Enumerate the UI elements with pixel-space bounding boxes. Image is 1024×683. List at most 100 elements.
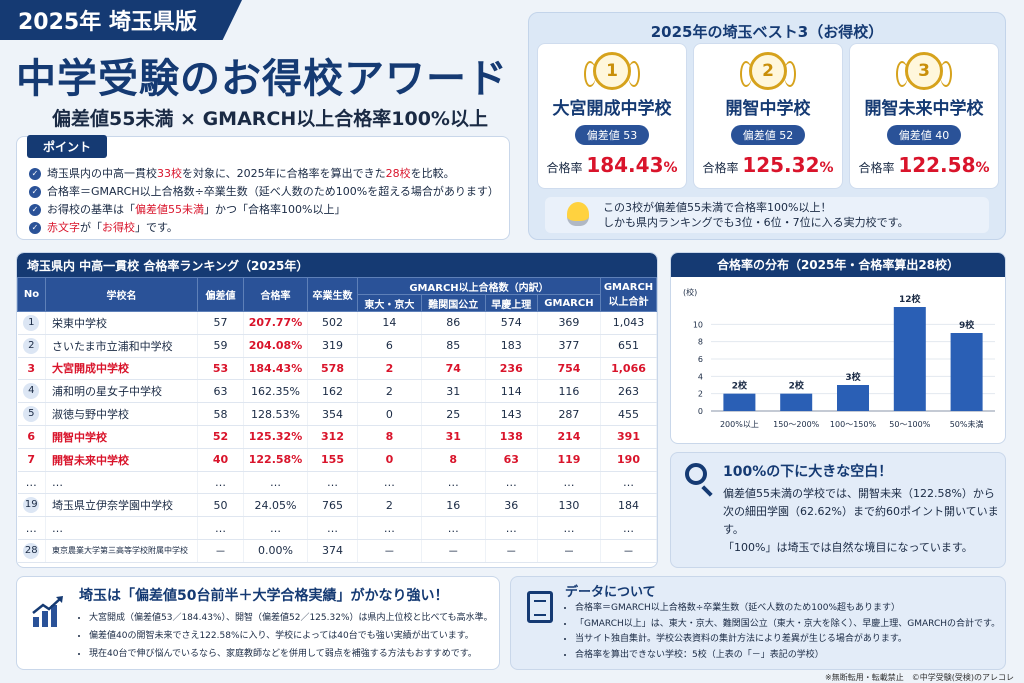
gold-medal-icon: 3 — [896, 52, 952, 90]
table-cell-name: 開智中学校 — [45, 425, 198, 449]
table-cell-rate: 24.05% — [243, 493, 308, 518]
table-cell-s: 138 — [485, 425, 538, 449]
y-tick-label: 8 — [698, 338, 703, 347]
table-cell-rate: 128.53% — [243, 402, 308, 426]
distribution-panel: 合格率の分布（2025年・合格率算出28校） (校) 0 2 4 6 8 10 2校 200%以… — [670, 252, 1006, 444]
table-cell-total: 1,066 — [600, 357, 657, 381]
table-cell-dev: 50 — [197, 493, 244, 518]
table-cell-total: 190 — [600, 448, 657, 472]
table-cell-name: 大宮開成中学校 — [45, 357, 198, 381]
col-school: 学校名 — [45, 277, 198, 312]
about-panel: データについて 合格率＝GMARCH以上合格数÷卒業生数（延べ人数のため100%… — [510, 576, 1006, 670]
table-row: 6 開智中学校 52 125.32% 312 8 31 138 214 391 — [17, 425, 657, 449]
pass-rate: 合格率 122.58% — [858, 153, 990, 177]
table-cell-t: 8 — [357, 425, 422, 449]
col-gmarch: GMARCH — [536, 294, 602, 312]
table-cell-grads: 765 — [307, 493, 358, 518]
col-no: No — [17, 277, 46, 312]
table-cell-rate: 0.00% — [243, 539, 308, 563]
table-cell-name: 埼玉県立伊奈学園中学校 — [45, 493, 198, 518]
table-row: 7 開智未来中学校 40 122.58% 155 0 8 63 119 190 — [17, 448, 657, 472]
gap-panel: 100%の下に大きな空白！ 偏差値55未満の学校では、開智未来（122.58%）… — [670, 452, 1006, 568]
table-cell-total: 391 — [600, 425, 657, 449]
table-cell-rate: 184.43% — [243, 357, 308, 381]
bar — [723, 393, 756, 411]
table-cell-t: 6 — [357, 334, 422, 358]
saitama-list: 大宮開成（偏差値53／184.43%）、開智（偏差値52／125.32%）は県内… — [79, 609, 493, 663]
list-item: 大宮開成（偏差値53／184.43%）、開智（偏差値52／125.32%）は県内… — [89, 609, 493, 627]
table-cell-t: 2 — [357, 493, 422, 518]
list-item: 合格率＝GMARCH以上合格数÷卒業生数（延べ人数のため100%超もあります） — [575, 601, 1000, 617]
table-cell-total: 1,043 — [600, 311, 657, 335]
table-cell-name: 淑徳与野中学校 — [45, 402, 198, 426]
list-item: 「GMARCH以上」は、東大・京大、難関国公立（東大・京大を除く）、早慶上理、G… — [575, 617, 1000, 633]
table-cell-total: 455 — [600, 402, 657, 426]
table-cell-dev: 52 — [197, 425, 244, 449]
table-cell-g: 214 — [537, 425, 602, 449]
best3-card-1: 1 大宮開成中学校 偏差値 53 合格率 184.43% — [537, 43, 687, 189]
col-nankan: 難関国公立 — [420, 294, 486, 312]
table-cell-s: 63 — [485, 448, 538, 472]
y-tick-label: 0 — [698, 407, 703, 416]
table-cell-grads: 502 — [307, 311, 358, 335]
table-cell-total: 651 — [600, 334, 657, 358]
table-cell-no: 2 — [17, 334, 46, 358]
check-icon: ✓ — [29, 186, 41, 198]
check-icon: ✓ — [29, 222, 41, 234]
table-cell-s: 143 — [485, 402, 538, 426]
table-cell-rate: 162.35% — [243, 379, 308, 404]
data-label: 9校 — [959, 319, 975, 331]
table-row: 5 淑徳与野中学校 58 128.53% 354 0 25 143 287 455 — [17, 402, 657, 426]
table-cell-s: … — [485, 471, 538, 495]
table-cell-rate: … — [243, 516, 308, 540]
table-cell-rate: … — [243, 471, 308, 495]
data-label: 3校 — [845, 371, 861, 383]
table-cell-name: さいたま市立浦和中学校 — [45, 334, 198, 358]
table-row: ………………………… — [17, 471, 657, 495]
table-cell-g: 369 — [537, 311, 602, 335]
table-cell-n: 31 — [421, 379, 486, 404]
chart-title: 合格率の分布（2025年・合格率算出28校） — [671, 253, 1005, 277]
table-cell-t: － — [357, 539, 422, 563]
gold-medal-icon: 1 — [584, 52, 640, 90]
table-cell-n: 8 — [421, 448, 486, 472]
table-cell-no: 6 — [17, 425, 46, 449]
copyright-footer: ※無断転用・転載禁止 ©中学受験(受検)のアレコレ — [825, 673, 1014, 682]
table-cell-s: … — [485, 516, 538, 540]
table-cell-rate: 207.77% — [243, 311, 308, 335]
table-cell-g: 754 — [537, 357, 602, 381]
x-tick-label: 200%以上 — [720, 420, 759, 429]
about-list: 合格率＝GMARCH以上合格数÷卒業生数（延べ人数のため100%超もあります） … — [565, 601, 1000, 663]
table-cell-s: － — [485, 539, 538, 563]
table-row: 19 埼玉県立伊奈学園中学校 50 24.05% 765 2 16 36 130 184 — [17, 493, 657, 518]
col-total: GMARCH以上合計 — [600, 277, 657, 312]
table-row: 3 大宮開成中学校 53 184.43% 578 2 74 236 754 1,066 — [17, 357, 657, 381]
x-tick-label: 50〜100% — [889, 420, 930, 429]
best3-school-name: 開智未来中学校 — [864, 99, 984, 119]
ranking-title: 埼玉県内 中高一貫校 合格率ランキング（2025年） — [17, 253, 657, 277]
table-cell-s: 36 — [485, 493, 538, 518]
table-row: ………………………… — [17, 516, 657, 540]
table-cell-s: 236 — [485, 357, 538, 381]
points-item: ✓ お得校の基準は「偏差値55未満」かつ「合格率100%以上」 — [29, 201, 499, 219]
best3-title: 2025年の埼玉ベスト3（お得校） — [650, 23, 884, 41]
table-cell-n: 25 — [421, 402, 486, 426]
points-panel: ポイント ✓ 埼玉県内の中高一貫校33校を対象に、2025年に合格率を算出できた2… — [16, 135, 510, 240]
deviation-badge: 偏差値 40 — [886, 125, 962, 145]
table-row: 28 東京農業大学第三高等学校附属中学校－ 0.00% 374 －－－－－ — [17, 539, 657, 563]
table-cell-dev: － — [197, 539, 244, 563]
best3-card-3: 3 開智未来中学校 偏差値 40 合格率 122.58% — [849, 43, 999, 189]
bar — [950, 333, 983, 411]
points-item: ✓ 埼玉県内の中高一貫校33校を対象に、2025年に合格率を算出できた28校を比較… — [29, 165, 499, 183]
document-icon — [527, 591, 553, 623]
points-item: ✓ 合格率＝GMARCH以上合格数÷卒業生数（延べ人数のため100%を超える場合が… — [29, 183, 499, 201]
table-cell-rate: 122.58% — [243, 448, 308, 472]
table-cell-g: 130 — [537, 493, 602, 518]
table-row: 1 栄東中学校 57 207.77% 502 14 86 574 369 1,043 — [17, 311, 657, 335]
table-cell-total: － — [600, 539, 657, 563]
table-cell-no: … — [17, 471, 46, 495]
table-cell-grads: 155 — [307, 448, 358, 472]
x-tick-label: 100〜150% — [830, 420, 877, 429]
table-cell-total: … — [600, 471, 657, 495]
table-cell-g: 287 — [537, 402, 602, 426]
